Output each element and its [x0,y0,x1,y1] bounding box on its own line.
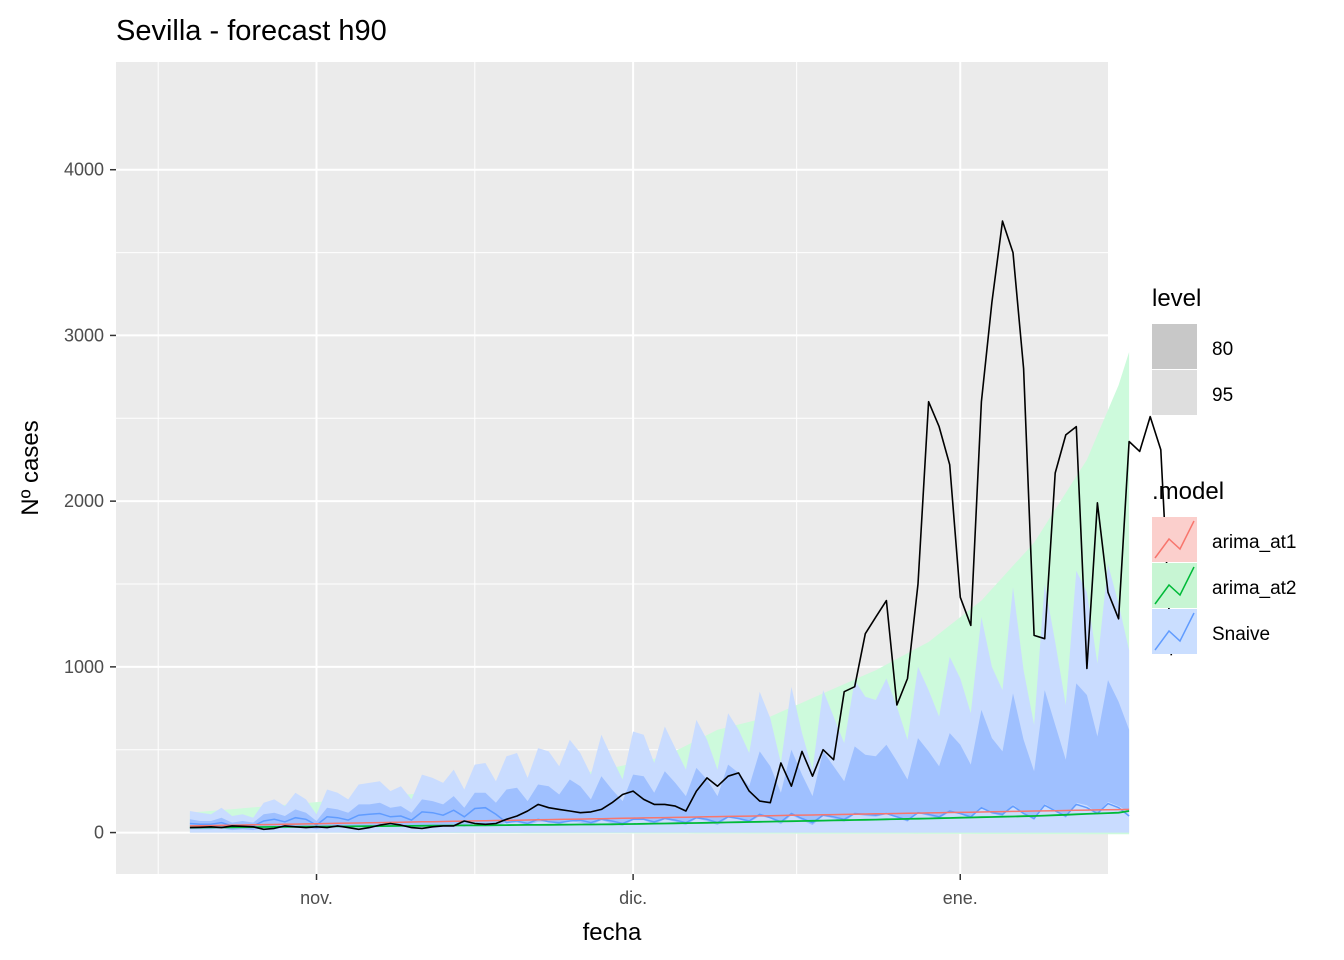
arima-at2-forecast-line [189,810,1130,829]
legend-arima-at2-key [1152,563,1197,608]
y-tick-label: 1000 [64,657,104,677]
y-axis-title: Nº cases [17,420,44,515]
legend-level-80-key [1152,324,1197,369]
series-lines [189,220,1173,831]
legend-arima-at1-label: arima_at1 [1212,532,1297,553]
y-tick-label: 4000 [64,160,104,180]
legend-snaive-line-icon [1154,612,1195,651]
chart-title: Sevilla - forecast h90 [116,15,387,47]
snaive-band-80 [189,680,1130,831]
legend-arima-at2-line-icon [1154,566,1195,605]
observed-cases-line [189,220,1173,831]
legend: level 80 95 .model arima_at1 arima_at2 S… [1152,285,1297,654]
x-tick-label: nov. [300,888,333,908]
y-axis-ticks: 0 1000 2000 3000 4000 [64,160,116,843]
arima-at1-forecast-line [189,808,1130,827]
legend-model-title: .model [1152,478,1224,505]
legend-level-title: level [1152,285,1201,312]
legend-arima-at2-label: arima_at2 [1212,578,1297,599]
y-tick-label: 0 [94,823,104,843]
y-tick-label: 3000 [64,325,104,345]
legend-level-95-key [1152,370,1197,415]
y-tick-label: 2000 [64,491,104,511]
legend-arima-at1-key [1152,517,1197,562]
snaive-forecast-line [189,802,1130,827]
legend-snaive-label: Snaive [1212,624,1270,645]
legend-level-95-label: 95 [1212,385,1233,406]
legend-snaive-key [1152,609,1197,654]
x-tick-label: dic. [619,888,647,908]
legend-level-80-label: 80 [1212,339,1233,360]
forecast-bands [189,352,1130,835]
x-axis-ticks: nov. dic. ene. [300,874,978,908]
legend-arima-at1-line-icon [1154,520,1195,559]
x-tick-label: ene. [943,888,978,908]
x-axis-title: fecha [583,919,642,946]
